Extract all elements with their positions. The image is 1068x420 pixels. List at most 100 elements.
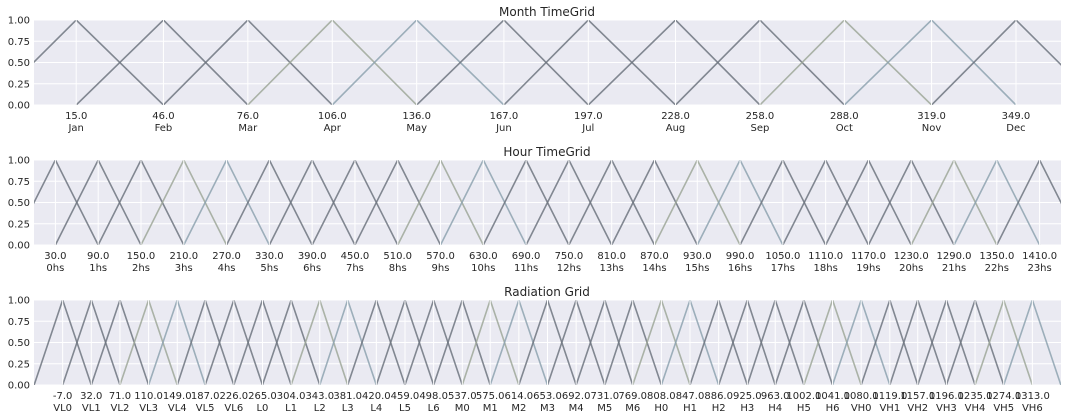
x-tick-value: 270.0 xyxy=(212,251,241,262)
membership-triangle xyxy=(916,300,976,385)
y-tick-label: 1.00 xyxy=(8,156,30,167)
x-tick-name: H3 xyxy=(740,403,754,414)
x-tick-value: 930.0 xyxy=(683,251,712,262)
membership-triangle xyxy=(674,20,845,105)
x-tick-value: 30.0 xyxy=(44,251,66,262)
subplot-title: Radiation Grid xyxy=(504,285,590,299)
y-tick-label: 0.50 xyxy=(8,338,30,349)
membership-triangle xyxy=(354,160,442,245)
membership-triangle xyxy=(90,300,150,385)
membership-triangle xyxy=(97,160,185,245)
x-tick-value: 570.0 xyxy=(426,251,455,262)
x-tick-value: 1235.0 xyxy=(958,391,993,402)
x-tick-value: 106.0 xyxy=(318,111,347,122)
membership-triangle xyxy=(439,160,527,245)
y-tick-label: 1.00 xyxy=(8,296,30,307)
membership-lines xyxy=(34,300,1061,385)
x-tick-name: 14hs xyxy=(642,263,666,274)
x-tick-name: VH4 xyxy=(965,403,986,414)
membership-triangle xyxy=(147,300,206,385)
membership-triangle xyxy=(774,300,834,385)
membership-triangle xyxy=(889,300,948,385)
x-tick-value: 498.0 xyxy=(419,391,448,402)
x-tick-value: 1050.0 xyxy=(765,251,800,262)
x-tick-name: VL3 xyxy=(139,403,158,414)
x-tick-value: 459.0 xyxy=(391,391,420,402)
x-tick-value: 349.0 xyxy=(1002,111,1031,122)
membership-triangle xyxy=(375,300,435,385)
membership-triangle xyxy=(860,300,919,385)
x-tick-value: 15.0 xyxy=(65,111,87,122)
x-tick-name: M4 xyxy=(569,403,584,414)
membership-triangle xyxy=(397,160,485,245)
x-tick-value: 653.0 xyxy=(533,391,562,402)
membership-triangle xyxy=(575,300,634,385)
x-tick-name: Sep xyxy=(751,123,770,134)
membership-triangle xyxy=(660,300,720,385)
y-tick-label: 0.00 xyxy=(8,101,30,112)
x-tick-value: 228.0 xyxy=(661,111,690,122)
membership-triangle xyxy=(759,20,933,105)
x-tick-value: 343.0 xyxy=(305,391,334,402)
y-tick-label: 0.50 xyxy=(8,58,30,69)
x-tick-name: VL4 xyxy=(168,403,187,414)
x-tick-name: VH1 xyxy=(879,403,900,414)
membership-triangle xyxy=(331,20,505,105)
x-tick-name: VL5 xyxy=(196,403,215,414)
y-tick-label: 0.25 xyxy=(8,79,30,90)
x-tick-name: Feb xyxy=(155,123,173,134)
membership-triangle xyxy=(162,20,333,105)
x-tick-name: Apr xyxy=(324,123,342,134)
x-tick-name: VH0 xyxy=(851,403,872,414)
x-tick-name: 3hs xyxy=(175,263,193,274)
x-tick-value: 46.0 xyxy=(152,111,174,122)
x-tick-value: 71.0 xyxy=(109,391,131,402)
x-tick-value: 420.0 xyxy=(362,391,391,402)
y-tick-label: 0.75 xyxy=(8,317,30,328)
x-tick-name: VL2 xyxy=(111,403,130,414)
x-tick-value: 288.0 xyxy=(830,111,859,122)
x-tick-name: 7hs xyxy=(346,263,364,274)
x-tick-name: VL6 xyxy=(224,403,243,414)
membership-triangle xyxy=(204,300,264,385)
x-tick-value: 886.0 xyxy=(704,391,733,402)
y-tick-label: 0.00 xyxy=(8,241,30,252)
x-tick-value: 690.0 xyxy=(512,251,541,262)
x-tick-value: 110.0 xyxy=(134,391,163,402)
x-tick-name: 19hs xyxy=(856,263,880,274)
x-tick-name: 9hs xyxy=(432,263,450,274)
x-tick-value: 925.0 xyxy=(733,391,762,402)
subplot-month: Month TimeGrid 0.000.250.500.751.0015.0J… xyxy=(8,5,1061,134)
membership-triangle xyxy=(746,300,805,385)
x-tick-name: 22hs xyxy=(985,263,1009,274)
x-tick-name: Jul xyxy=(581,123,594,134)
x-tick-name: 21hs xyxy=(942,263,966,274)
membership-triangle xyxy=(319,300,378,385)
membership-triangle xyxy=(974,300,1034,385)
x-tick-value: 381.0 xyxy=(333,391,362,402)
x-tick-name: Dec xyxy=(1006,123,1025,134)
x-tick-name: 13hs xyxy=(600,263,624,274)
membership-triangle xyxy=(34,160,99,245)
x-tick-value: 1157.0 xyxy=(900,391,935,402)
y-tick-label: 0.75 xyxy=(8,37,30,48)
x-tick-name: M1 xyxy=(483,403,498,414)
x-tick-value: 692.0 xyxy=(562,391,591,402)
y-tick-label: 0.00 xyxy=(8,381,30,392)
membership-triangle xyxy=(461,300,520,385)
x-tick-name: May xyxy=(406,123,427,134)
x-tick-value: 197.0 xyxy=(574,111,603,122)
membership-triangle xyxy=(610,160,698,245)
x-tick-name: 8hs xyxy=(389,263,407,274)
x-tick-name: L2 xyxy=(314,403,326,414)
x-tick-name: VH5 xyxy=(993,403,1014,414)
membership-triangle xyxy=(61,300,121,385)
x-tick-name: H6 xyxy=(826,403,840,414)
membership-triangle xyxy=(653,160,741,245)
x-tick-name: H1 xyxy=(683,403,697,414)
x-tick-name: 15hs xyxy=(685,263,709,274)
membership-triangle xyxy=(568,160,656,245)
x-tick-value: 330.0 xyxy=(255,251,284,262)
x-tick-value: 1119.0 xyxy=(872,391,907,402)
